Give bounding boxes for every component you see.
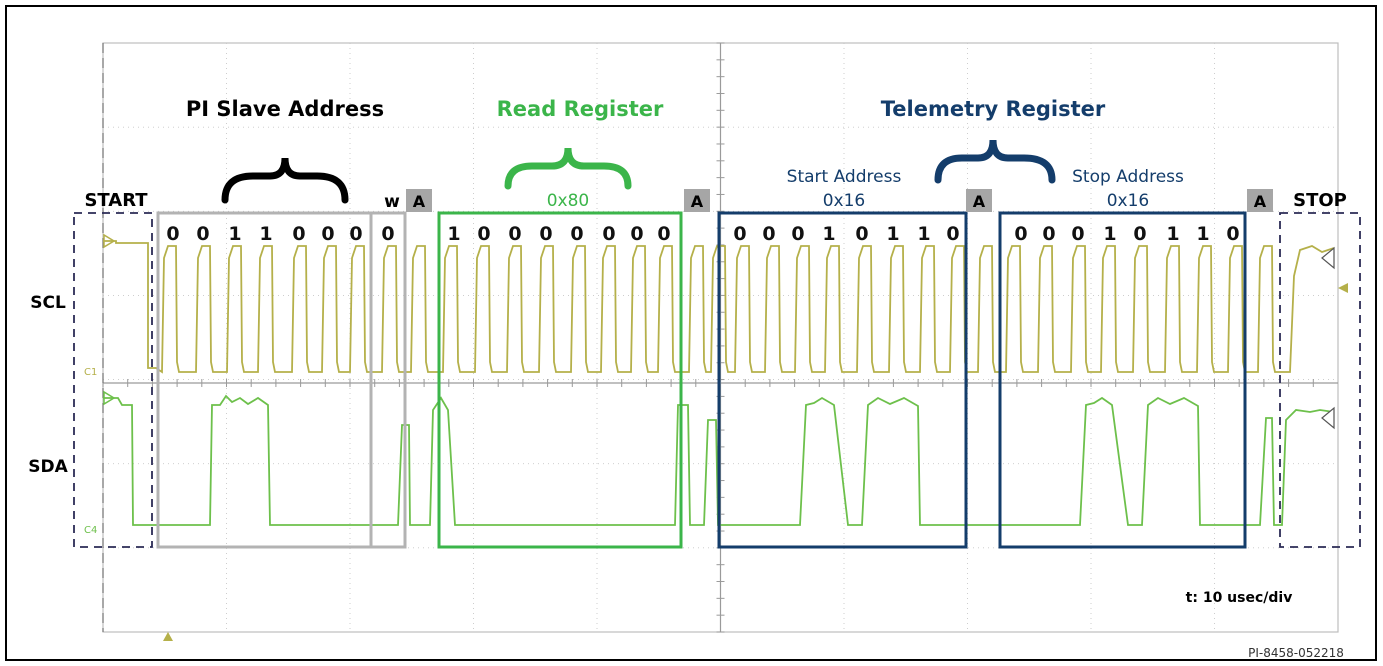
bit-value: 0 <box>292 223 305 245</box>
stop-condition-label: STOP <box>1293 190 1347 211</box>
scl-signal-label: SCL <box>30 293 66 313</box>
svg-text:A: A <box>1254 192 1267 211</box>
bit-value: 1 <box>886 223 899 245</box>
channel-4-label: C4 <box>84 525 97 536</box>
read-register-bits: 1 0 0 0 0 0 0 0 <box>447 223 670 245</box>
bit-value: 0 <box>321 223 334 245</box>
rw-bit-value: 0 <box>381 223 394 245</box>
bit-value: 0 <box>349 223 362 245</box>
bit-value: 0 <box>508 223 521 245</box>
rw-bit-box <box>369 211 407 549</box>
read-register-box <box>437 211 683 549</box>
bit-value: 0 <box>477 223 490 245</box>
sda-trace <box>103 394 1335 526</box>
sda-trigger-marker-icon <box>103 390 116 406</box>
scl-end-marker-icon <box>1321 246 1335 270</box>
telemetry-register-brace-icon <box>934 139 1056 184</box>
bit-value: 0 <box>196 223 209 245</box>
bit-value: 0 <box>1071 223 1084 245</box>
svg-text:A: A <box>973 192 986 211</box>
write-bit-label: w <box>384 192 400 212</box>
scl-level-marker-icon <box>1338 283 1348 293</box>
bit-value: 0 <box>570 223 583 245</box>
read-register-title: Read Register <box>497 97 664 121</box>
start-address-box <box>717 211 968 549</box>
part-number: PI-8458-052218 <box>1248 646 1344 660</box>
read-register-value: 0x80 <box>547 191 590 211</box>
bit-value: 0 <box>791 223 804 245</box>
bit-value: 0 <box>762 223 775 245</box>
ack-badge: A <box>966 189 992 212</box>
bit-value: 0 <box>657 223 670 245</box>
bit-value: 1 <box>447 223 460 245</box>
bit-value: 1 <box>228 223 241 245</box>
bit-value: 0 <box>946 223 959 245</box>
bit-value: 1 <box>1103 223 1116 245</box>
bit-value: 1 <box>917 223 930 245</box>
svg-text:A: A <box>691 192 704 211</box>
bit-value: 0 <box>1133 223 1146 245</box>
ack-badge: A <box>684 189 710 212</box>
bit-value: 0 <box>630 223 643 245</box>
stop-condition-box <box>1279 212 1361 548</box>
bit-value: 1 <box>822 223 835 245</box>
stop-address-label: Stop Address <box>1072 167 1184 187</box>
bit-value: 1 <box>1196 223 1209 245</box>
start-condition-box <box>73 212 153 548</box>
bit-value: 0 <box>1014 223 1027 245</box>
bit-value: 0 <box>855 223 868 245</box>
timebase-label: t: 10 usec/div <box>1186 590 1293 606</box>
scl-trace <box>103 240 1335 374</box>
bit-value: 0 <box>166 223 179 245</box>
stop-address-value: 0x16 <box>1107 191 1150 211</box>
bit-value: 1 <box>1166 223 1179 245</box>
slave-address-bits: 0 0 1 1 0 0 0 <box>166 223 362 245</box>
start-address-label: Start Address <box>787 167 902 187</box>
stop-address-bits: 0 0 0 1 0 1 1 0 <box>1014 223 1239 245</box>
slave-address-title: PI Slave Address <box>186 97 384 121</box>
bit-value: 0 <box>1042 223 1055 245</box>
channel-1-label: C1 <box>84 367 97 378</box>
bit-value: 0 <box>602 223 615 245</box>
sda-signal-label: SDA <box>28 457 68 477</box>
bit-value: 1 <box>259 223 272 245</box>
telemetry-register-title: Telemetry Register <box>881 97 1106 121</box>
bit-value: 0 <box>1226 223 1239 245</box>
bit-value: 0 <box>539 223 552 245</box>
scl-trigger-marker-icon <box>103 233 116 249</box>
bit-value: 0 <box>733 223 746 245</box>
slave-address-brace-icon <box>221 157 349 204</box>
read-register-brace-icon <box>504 147 632 190</box>
start-condition-label: START <box>84 190 148 211</box>
ack-badge: A <box>1247 189 1273 212</box>
stop-address-box <box>998 211 1247 549</box>
trigger-position-icon <box>163 632 173 641</box>
ack-badge: A <box>406 189 432 212</box>
svg-text:A: A <box>413 192 426 211</box>
start-address-value: 0x16 <box>823 191 866 211</box>
start-address-bits: 0 0 0 1 0 1 1 0 <box>733 223 959 245</box>
sda-end-marker-icon <box>1321 406 1335 430</box>
